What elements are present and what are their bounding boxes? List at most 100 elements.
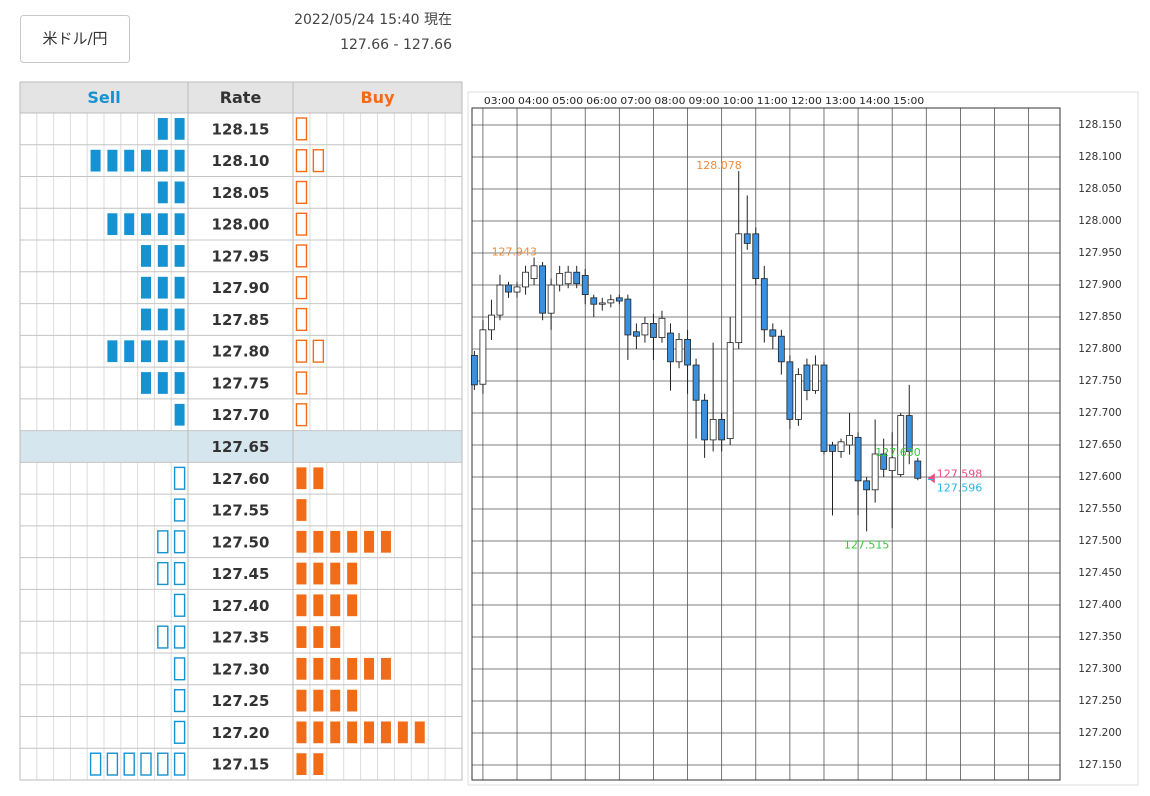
row-bg [20,303,462,336]
candle-body [539,265,547,314]
row-bg [20,398,462,431]
sell-block [174,308,185,331]
candle-body [880,453,888,470]
row-bg [20,621,462,653]
candle-body [658,317,666,338]
candle-body [709,419,717,441]
candle-body [769,329,777,337]
x-tick-label: 10:00 [723,96,754,107]
row-bg [20,240,462,272]
row-bg [20,462,462,495]
buy-block [295,117,308,141]
buy-block [347,562,358,585]
annotation: 128.078 [696,159,742,172]
column-header: Rate [220,88,262,107]
buy-block [330,626,341,648]
sell-block [141,213,151,236]
buy-block [347,594,358,617]
sell-block [173,498,186,522]
header-bg [20,82,462,113]
x-tick-label: 12:00 [791,96,822,107]
x-tick-label: 09:00 [689,96,720,107]
buy-block [313,753,324,775]
x-tick-label: 11:00 [757,96,788,107]
candle-body [615,297,623,302]
y-tick-label: 127.150 [1078,759,1121,771]
sell-block [106,752,119,776]
sell-block [173,625,186,649]
rate: 127.75 [212,374,270,392]
sell-block [174,276,185,299]
y-tick-label: 127.550 [1078,503,1121,515]
rate: 127.15 [212,756,270,774]
buy-block [295,149,308,173]
y-tick-label: 128.050 [1078,183,1121,195]
rate: 127.85 [212,311,270,329]
sell-block [173,657,186,681]
rate: 127.30 [212,660,270,678]
candle-body [777,335,785,363]
buy-block [313,721,324,744]
sell-block [141,245,151,267]
buy-block [296,467,307,490]
candle-body [530,265,538,280]
buy-block [295,212,308,236]
column-header: Buy [360,88,395,107]
buy-block [296,657,307,680]
buy-block [296,530,307,553]
buy-block [347,530,358,553]
column-header: Sell [87,88,120,107]
candle-body [684,339,691,366]
chart: 128.150 128.100 128.050 128.000 127.950 127.9… [467,91,1139,786]
candle-body [752,233,760,280]
candle-body [795,374,802,420]
buy-block [364,530,375,553]
sell-block [173,689,186,713]
candle-body [888,457,896,472]
sell-block [174,181,185,204]
buy-block [296,753,307,775]
x-tick-label: 06:00 [586,96,617,107]
row-bg [20,684,462,717]
candle-body [905,415,913,452]
y-tick-label: 127.450 [1078,567,1121,579]
pair-button-label[interactable]: 米ドル/円 [42,30,107,48]
candle-body [760,278,768,331]
pair-button[interactable] [20,15,130,63]
annotation: 127.515 [844,538,890,551]
rate: 128.10 [212,152,270,170]
chart-panel [467,91,1139,786]
candle-body [897,415,905,475]
rate: 127.50 [212,533,270,551]
row-bg [20,176,462,209]
rate: 128.15 [212,120,270,138]
sell-block [174,340,185,363]
order-book: 128.15 128.10 128.05 128.00 127.95 127.90 127.… [19,81,463,781]
y-tick-label: 128.150 [1078,119,1121,131]
sell-block [157,276,168,299]
rate: 127.45 [212,565,270,583]
x-tick-label: 08:00 [654,96,685,107]
rate: 127.80 [212,343,270,361]
buy-block [295,180,308,204]
candle-body [513,286,521,293]
buy-block [313,626,324,648]
buy-block [330,530,341,553]
price-label: 127.596 [937,482,983,495]
buy-block [380,530,391,553]
candle-body [479,329,487,385]
sell-block [107,149,118,172]
buy-block [295,307,308,332]
x-tick-label: 07:00 [620,96,651,107]
plot-frame [471,107,1061,781]
buy-block [296,689,307,712]
y-tick-label: 127.250 [1078,695,1121,707]
sell-block [157,372,168,394]
row-bg [20,557,462,590]
buy-block [364,721,375,744]
y-tick-label: 127.600 [1078,471,1121,483]
sell-block [157,149,168,172]
candle-body [632,331,640,337]
row-bg [20,335,462,368]
highlight-row [20,430,462,463]
